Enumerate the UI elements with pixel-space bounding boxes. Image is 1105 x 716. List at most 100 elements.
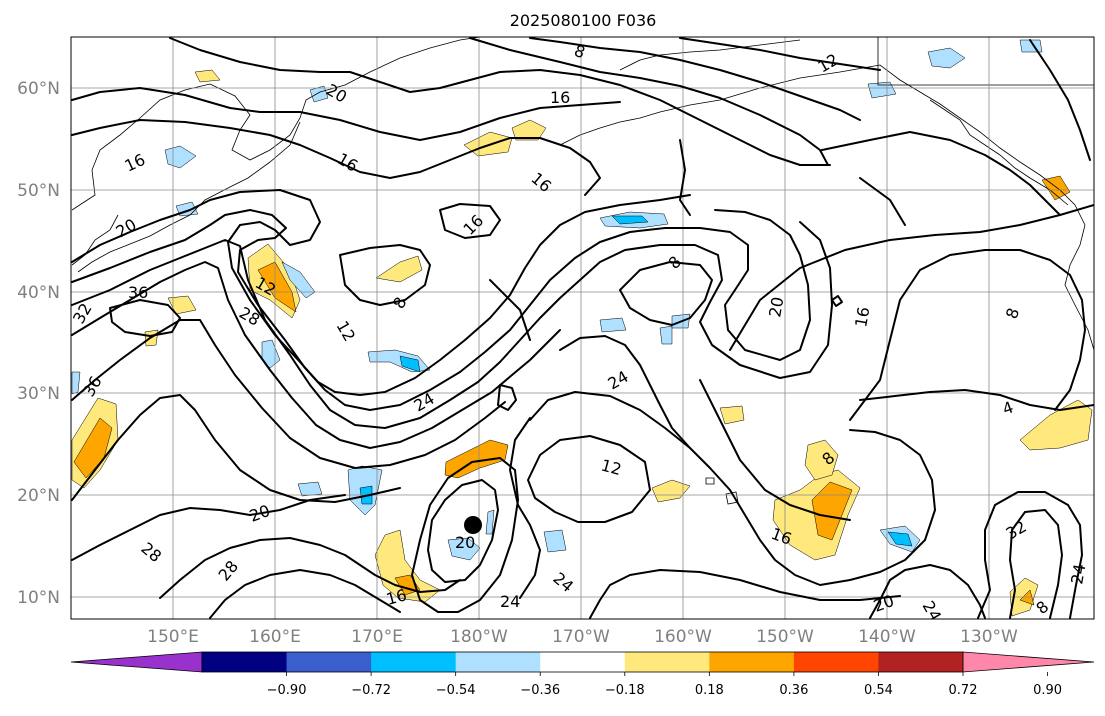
contour-line <box>339 244 431 306</box>
lon-label: 170°W <box>552 627 610 647</box>
shade-neg <box>867 81 897 99</box>
colorbar-tick-label: 0.54 <box>864 683 893 698</box>
contour-line <box>71 394 401 503</box>
colorbar-tick-label: 0.72 <box>949 683 978 698</box>
shade-pos <box>73 417 113 479</box>
contour-line <box>71 119 601 196</box>
contour-line <box>411 457 519 613</box>
contour-line <box>489 279 531 341</box>
longitude-axis: 150°E 160°E 170°E 180°W 170°W 160°W 150°… <box>147 627 1018 647</box>
shade-neg <box>659 325 673 345</box>
contour-lines <box>71 37 1094 619</box>
contour-line <box>821 131 1061 216</box>
coastlines <box>71 37 1094 505</box>
contour-line <box>469 37 829 166</box>
shade-pos <box>804 439 839 481</box>
shade-neg <box>309 85 329 103</box>
lat-label: 50°N <box>17 181 60 201</box>
coastline-alaska <box>559 64 1086 226</box>
contour-label: 24 <box>500 592 520 611</box>
colorbar-outline <box>201 651 964 673</box>
shade-neg <box>281 261 316 299</box>
colorbar-tick-label: −0.90 <box>267 683 307 698</box>
contour-line <box>529 37 861 121</box>
shade-neg <box>447 537 481 561</box>
contour-line <box>71 319 506 469</box>
map-frame <box>70 36 1095 620</box>
colorbar-tick-label: −0.18 <box>605 683 645 698</box>
colorbar-tick-label: −0.72 <box>351 683 391 698</box>
shade-pos <box>1019 589 1035 606</box>
contour-line <box>679 139 691 216</box>
map-panel: 8 12 16 16 16 16 20 20 36 32 28 12 8 12 … <box>70 36 1095 625</box>
lon-label: 140°W <box>858 627 916 647</box>
shade-neg <box>887 531 913 547</box>
contour-line <box>831 295 843 307</box>
contour-line <box>109 299 181 337</box>
colorbar-tick-label: 0.36 <box>779 683 808 698</box>
contour-line <box>589 569 901 619</box>
canada-border <box>877 37 1094 86</box>
figure-title: 2025080100 F036 <box>510 11 657 30</box>
contour-line <box>559 335 691 449</box>
shade-neg <box>927 47 966 69</box>
contour-line <box>729 204 1094 351</box>
shade-pos <box>375 255 423 283</box>
contour-line <box>71 221 833 429</box>
colorbar-bin <box>202 652 288 672</box>
contour-line <box>71 87 621 141</box>
contour-label: 20 <box>765 295 787 318</box>
colorbar-bin <box>540 652 626 672</box>
lon-label: 130°W <box>960 627 1018 647</box>
coastline-na-west <box>1064 224 1094 351</box>
shade-neg <box>543 529 567 553</box>
contour-line <box>679 37 881 71</box>
shade-neg <box>297 481 323 497</box>
contour-label: 36 <box>128 283 148 302</box>
colorbar-bin <box>371 652 457 672</box>
hawaii-island <box>705 477 715 485</box>
colorbar-tick-label: 0.90 <box>1033 683 1062 698</box>
shade-pos <box>257 261 297 313</box>
colorbar-extend-min <box>70 651 203 673</box>
coastline-bc <box>929 99 1069 206</box>
contour-label: 16 <box>384 585 409 609</box>
shade-neg <box>71 371 81 395</box>
lat-label: 10°N <box>17 588 60 608</box>
coastline-alaska-north <box>619 39 801 71</box>
contour-label: 16 <box>851 305 873 328</box>
shade-neg <box>399 355 421 373</box>
contour-line <box>209 569 401 619</box>
contour-label: 16 <box>550 88 570 107</box>
latitude-axis: 60°N 50°N 40°N 30°N 20°N 10°N <box>17 79 60 608</box>
shade-pos <box>1019 399 1093 451</box>
colorbar-bin <box>709 652 795 672</box>
colorbar-bin <box>793 652 879 672</box>
coastline-asia <box>71 37 481 211</box>
contour-line <box>169 37 831 166</box>
shade-pos <box>811 481 853 541</box>
shade-neg <box>599 317 627 333</box>
contour-line <box>977 491 1083 619</box>
contour-label: 20 <box>455 533 475 552</box>
map-background <box>71 37 1094 619</box>
colorbar-bin <box>455 652 541 672</box>
colorbar-bin <box>878 652 964 672</box>
colorbar-tick-label: −0.36 <box>520 683 560 698</box>
lon-label: 150°W <box>756 627 814 647</box>
contour-line <box>619 261 713 326</box>
colorbar-extend-max <box>962 651 1095 673</box>
shade-pos <box>194 69 221 83</box>
contour-line <box>849 249 1086 421</box>
lon-label: 180°W <box>450 627 508 647</box>
contour-line <box>699 379 851 521</box>
contour-line <box>497 384 517 411</box>
shade-pos <box>651 479 691 503</box>
shaded-negative-areas <box>71 39 1043 561</box>
contour-labels: 8 12 16 16 16 16 20 20 36 32 28 12 8 12 … <box>71 41 1089 625</box>
contour-label: 24 <box>919 598 946 625</box>
contour-line <box>71 494 346 561</box>
coastline-kamchatka <box>77 121 301 273</box>
contour-label: 12 <box>599 456 624 480</box>
